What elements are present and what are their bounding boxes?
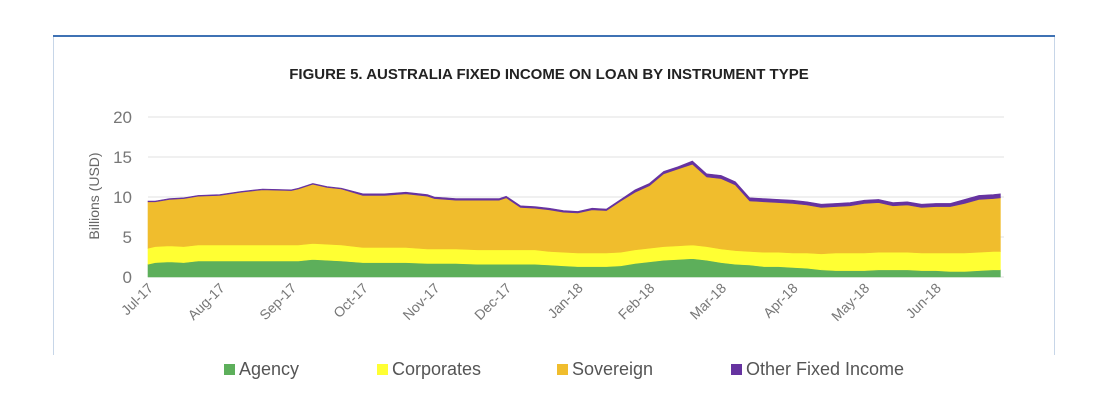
- y-tick-label: 15: [113, 148, 132, 167]
- legend-item: Corporates: [377, 356, 481, 382]
- legend-label: Other Fixed Income: [746, 358, 905, 379]
- x-tick-label: Mar-18: [687, 280, 730, 323]
- frame-left-border: [53, 37, 54, 355]
- chart-title: FIGURE 5. AUSTRALIA FIXED INCOME ON LOAN…: [289, 66, 808, 83]
- legend-label: Corporates: [392, 358, 482, 379]
- x-tick-label: Jun-18: [902, 280, 944, 322]
- x-tick-label: Sep-17: [256, 280, 299, 323]
- legend-swatch: [377, 363, 388, 375]
- series-area-sovereign: [147, 163, 1001, 255]
- legend-label: Sovereign: [572, 358, 654, 379]
- legend-swatch: [557, 363, 568, 375]
- series-areas: [147, 160, 1001, 278]
- y-tick-label: 20: [113, 108, 132, 127]
- frame-top-rule: [53, 35, 1055, 37]
- x-axis-ticks: Jul-17 Aug-17 Sep-17 Oct-17 Nov-17 Dec-17 Jan-…: [118, 280, 944, 324]
- legend-item: Sovereign: [557, 356, 653, 382]
- legend-label: Agency: [239, 358, 300, 379]
- x-tick-label: Apr-18: [760, 280, 801, 321]
- legend-swatch: [731, 363, 742, 375]
- x-tick-label: Nov-17: [399, 280, 442, 323]
- legend-item: Agency: [224, 356, 299, 382]
- x-tick-label: Jan-18: [544, 280, 586, 322]
- legend-swatch: [224, 363, 235, 375]
- x-tick-label: May-18: [828, 280, 872, 324]
- frame-right-border: [1054, 37, 1055, 355]
- x-tick-label: Feb-18: [615, 280, 658, 323]
- legend-item: Other Fixed Income: [731, 356, 904, 382]
- legend: Agency Corporates Sovereign Other Fixed Inc…: [0, 356, 1098, 382]
- y-axis-title: Billions (USD): [86, 152, 102, 239]
- y-tick-label: 0: [123, 268, 132, 287]
- x-tick-label: Aug-17: [184, 280, 227, 323]
- x-tick-label: Dec-17: [471, 280, 514, 323]
- y-tick-label: 10: [113, 188, 132, 207]
- y-axis-ticks: 0 5 10 15 20: [113, 108, 132, 287]
- x-tick-label: Oct-17: [330, 280, 371, 321]
- y-tick-label: 5: [123, 228, 132, 247]
- series-area-other-fixed-income: [147, 160, 1001, 214]
